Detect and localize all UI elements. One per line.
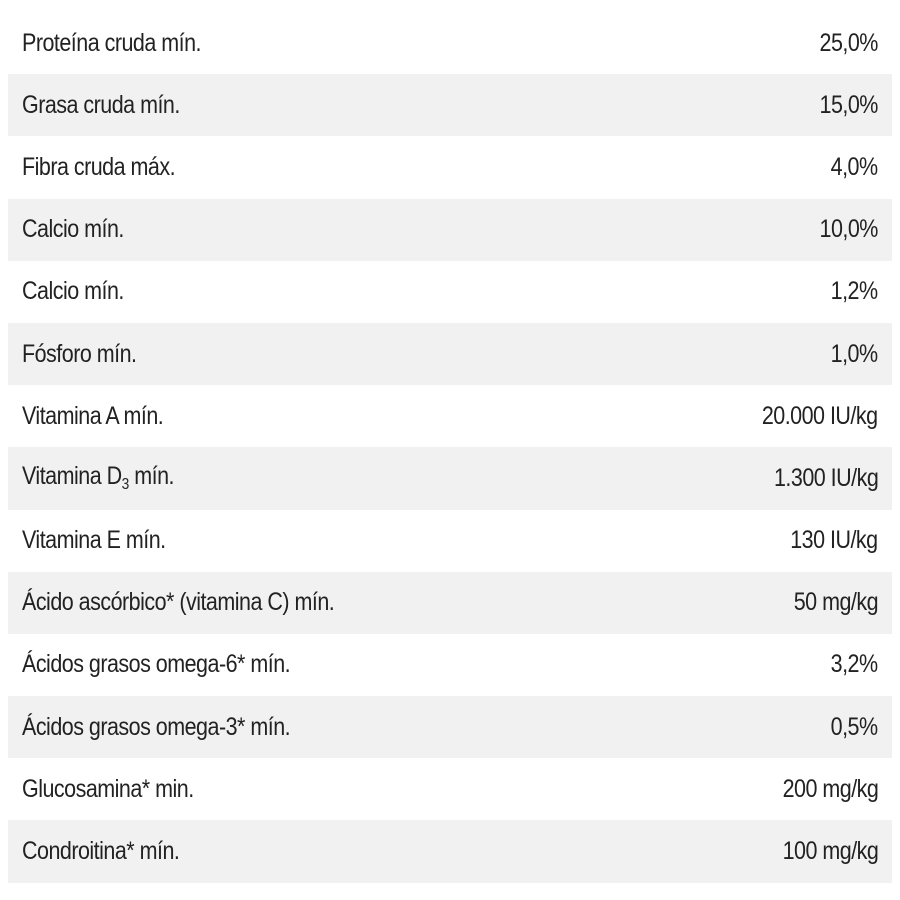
table-row: Condroitina* mín. 100 mg/kg: [8, 820, 892, 883]
nutrient-label: Calcio mín.: [22, 277, 124, 306]
nutrient-value: 100 mg/kg: [782, 837, 878, 866]
table-row: Vitamina E mín. 130 IU/kg: [8, 510, 892, 572]
nutrient-label: Ácido ascórbico* (vitamina C) mín.: [22, 588, 335, 617]
nutrient-value: 1,0%: [831, 339, 878, 368]
nutrient-value: 20.000 IU/kg: [762, 401, 878, 430]
table-row: Ácido ascórbico* (vitamina C) mín. 50 mg…: [8, 571, 892, 634]
nutrient-label-suffix: mín.: [128, 461, 174, 490]
nutrient-label: Vitamina A mín.: [22, 401, 164, 430]
nutrient-value: 130 IU/kg: [790, 526, 879, 555]
nutrient-label: Ácidos grasos omega-6* mín.: [22, 650, 291, 679]
table-row: Fósforo mín. 1,0%: [8, 322, 892, 386]
nutrient-value: 1,2%: [831, 277, 878, 306]
nutrient-value: 10,0%: [819, 215, 879, 244]
nutrient-value: 4,0%: [831, 152, 878, 181]
table-row: Glucosamina* min. 200 mg/kg: [8, 758, 892, 820]
nutrient-value: 25,0%: [819, 28, 879, 57]
nutrition-table: Proteína cruda mín. 25,0% Grasa cruda mí…: [8, 12, 892, 883]
nutrient-label-subscript: 3: [121, 475, 130, 493]
nutrient-label: Fósforo mín.: [22, 339, 137, 368]
table-row: Calcio mín. 10,0%: [8, 198, 892, 261]
nutrient-label: Vitamina D3 mín.: [22, 461, 174, 493]
table-row: Proteína cruda mín. 25,0%: [8, 12, 892, 74]
table-row: Vitamina A mín. 20.000 IU/kg: [8, 385, 892, 447]
nutrient-label: Grasa cruda mín.: [22, 90, 180, 119]
table-row: Grasa cruda mín. 15,0%: [8, 74, 892, 137]
table-row: Vitamina D3 mín. 1.300 IU/kg: [8, 447, 892, 510]
table-row: Ácidos grasos omega-6* mín. 3,2%: [8, 634, 892, 696]
nutrient-label-main: Vitamina D: [22, 461, 122, 490]
nutrient-value: 50 mg/kg: [793, 588, 879, 617]
nutrient-value: 3,2%: [831, 650, 878, 679]
nutrient-label: Calcio mín.: [22, 215, 124, 244]
nutrient-value: 200 mg/kg: [782, 774, 878, 803]
table-row: Fibra cruda máx. 4,0%: [8, 136, 892, 198]
nutrient-label: Fibra cruda máx.: [22, 152, 176, 181]
nutrient-label: Condroitina* mín.: [22, 837, 180, 866]
table-row: Ácidos grasos omega-3* mín. 0,5%: [8, 696, 892, 759]
nutrient-value: 15,0%: [819, 90, 879, 119]
nutrient-label: Vitamina E mín.: [22, 526, 166, 555]
table-row: Calcio mín. 1,2%: [8, 261, 892, 323]
nutrient-label: Ácidos grasos omega-3* mín.: [22, 712, 291, 741]
nutrient-label: Glucosamina* min.: [22, 774, 194, 803]
nutrient-value: 0,5%: [831, 712, 878, 741]
nutrient-value: 1.300 IU/kg: [773, 463, 879, 492]
nutrient-label: Proteína cruda mín.: [22, 28, 202, 57]
